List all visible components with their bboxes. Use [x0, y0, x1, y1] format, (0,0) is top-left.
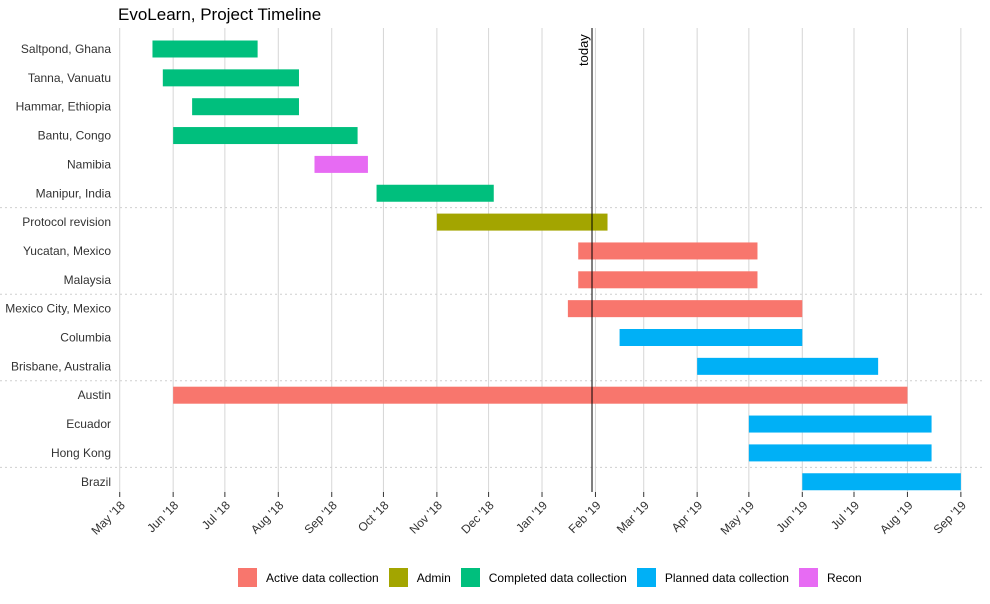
x-tick-label: Apr '19	[669, 498, 706, 535]
legend-item: Active data collection	[238, 568, 379, 587]
x-tick-label: Jun '19	[773, 498, 810, 535]
x-tick-label: Sep '18	[301, 498, 340, 537]
task-label: Hong Kong	[51, 446, 111, 460]
task-label: Austin	[78, 388, 111, 402]
legend-swatch	[798, 568, 818, 587]
task-label: Bantu, Congo	[38, 129, 112, 143]
today-label: today	[576, 34, 591, 66]
legend-item: Completed data collection	[460, 568, 627, 587]
task-label: Namibia	[67, 157, 111, 171]
task-bar	[619, 329, 803, 346]
task-bar	[567, 300, 803, 318]
task-label: Protocol revision	[22, 215, 111, 229]
task-bar	[802, 473, 961, 491]
task-label: Mexico City, Mexico	[5, 302, 111, 316]
x-tick-label: Dec '18	[458, 498, 497, 537]
legend-label: Planned data collection	[664, 570, 789, 585]
legend-swatch	[636, 568, 656, 587]
x-tick-label: May '19	[718, 498, 758, 538]
task-bar	[697, 357, 879, 375]
task-bar	[173, 127, 358, 145]
x-tick-label: Feb '19	[566, 498, 604, 536]
legend-label: Completed data collection	[488, 570, 627, 585]
x-tick-label: Aug '18	[248, 498, 287, 537]
task-bar	[436, 213, 608, 231]
x-tick-label: Jul '19	[828, 498, 862, 532]
task-label: Brazil	[81, 475, 111, 489]
x-tick-label: May '18	[88, 498, 128, 538]
legend-label: Active data collection	[266, 570, 379, 585]
task-bar	[748, 444, 932, 462]
legend-item: Admin	[388, 568, 451, 587]
task-label: Malaysia	[64, 273, 112, 287]
task-label: Ecuador	[66, 417, 111, 431]
legend-swatch	[460, 568, 480, 587]
x-tick-label: Nov '18	[407, 498, 446, 537]
task-bar	[192, 98, 299, 116]
chart-title: EvoLearn, Project Timeline	[118, 5, 322, 24]
task-bar	[578, 271, 758, 289]
legend: Active data collection Admin Completed dat…	[238, 568, 872, 587]
x-tick-label: Jan '19	[513, 498, 550, 535]
task-bar	[152, 40, 258, 58]
task-bar	[578, 242, 758, 260]
task-label: Manipur, India	[36, 186, 112, 200]
x-tick-label: Mar '19	[614, 498, 652, 536]
task-bar	[162, 69, 299, 87]
x-tick-label: Sep '19	[931, 498, 970, 537]
task-bar	[314, 155, 368, 173]
legend-swatch	[238, 568, 257, 587]
x-tick-label: Jul '18	[199, 498, 233, 532]
task-label: Brisbane, Australia	[11, 359, 111, 373]
x-tick-label: Oct '18	[355, 498, 392, 535]
bars	[152, 40, 961, 491]
legend-label: Admin	[416, 570, 451, 585]
task-bar	[748, 415, 932, 433]
x-tick-label: Jun '18	[144, 498, 181, 535]
x-tick-label: Aug '19	[877, 498, 916, 537]
legend-label: Recon	[826, 570, 862, 585]
legend-item: Recon	[798, 568, 862, 587]
task-label: Columbia	[60, 331, 111, 345]
task-label: Yucatan, Mexico	[23, 244, 111, 258]
task-label: Tanna, Vanuatu	[28, 71, 111, 85]
grid-lines	[119, 28, 962, 492]
legend-swatch	[388, 568, 408, 587]
task-label: Saltpond, Ghana	[21, 42, 111, 56]
task-bar	[173, 386, 908, 404]
task-label: Hammar, Ethiopia	[16, 100, 112, 114]
legend-item: Planned data collection	[636, 568, 789, 587]
task-bar	[376, 184, 494, 202]
